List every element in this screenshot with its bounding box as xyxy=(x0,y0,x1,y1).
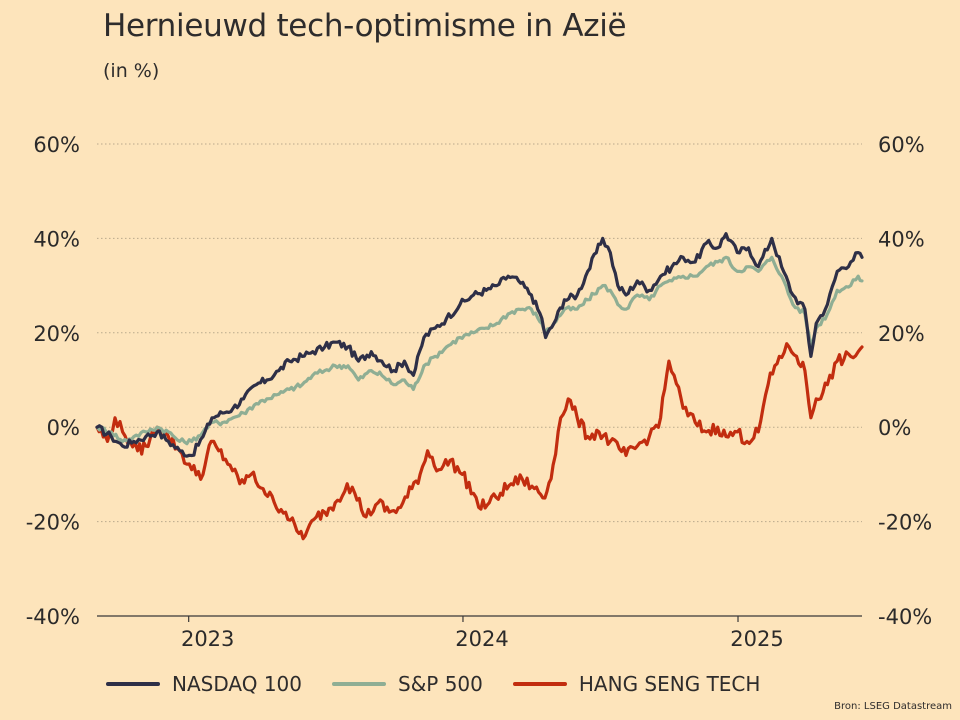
legend-swatch-nasdaq xyxy=(106,682,160,686)
y-tick-label-left: 40% xyxy=(33,227,80,251)
y-tick-label-right: -20% xyxy=(878,511,932,535)
y-tick-label-left: 20% xyxy=(33,322,80,346)
x-tick-label: 2024 xyxy=(455,627,508,651)
legend-label-nasdaq: NASDAQ 100 xyxy=(172,672,302,696)
x-tick-label: 2025 xyxy=(730,627,783,651)
legend-label-hangseng: HANG SENG TECH xyxy=(578,672,761,696)
series-line-sp500 xyxy=(95,255,864,446)
y-tick-label-left: 60% xyxy=(33,133,80,157)
y-tick-label-right: -40% xyxy=(878,605,932,629)
y-tick-label-right: 60% xyxy=(878,133,925,157)
source-note: Bron: LSEG Datastream xyxy=(834,701,952,712)
y-tick-label-left: -40% xyxy=(26,605,80,629)
x-tick-label: 2023 xyxy=(181,627,234,651)
legend-item-hangseng: HANG SENG TECH xyxy=(512,672,761,696)
y-tick-label-right: 20% xyxy=(878,322,925,346)
y-tick-label-left: -20% xyxy=(26,511,80,535)
y-tick-label-right: 40% xyxy=(878,227,925,251)
series-line-hangseng xyxy=(95,342,864,541)
series-line-nasdaq xyxy=(95,232,864,458)
y-tick-label-left: 0% xyxy=(47,416,80,440)
y-tick-label-right: 0% xyxy=(878,416,911,440)
legend-swatch-sp500 xyxy=(332,682,386,686)
legend-label-sp500: S&P 500 xyxy=(398,672,483,696)
chart-legend: NASDAQ 100 S&P 500 HANG SENG TECH xyxy=(106,672,790,696)
legend-swatch-hangseng xyxy=(512,682,567,686)
legend-item-sp500: S&P 500 xyxy=(332,672,483,696)
chart-title: Hernieuwd tech-optimisme in Azië xyxy=(103,8,627,44)
chart-subtitle: (in %) xyxy=(103,60,160,82)
legend-item-nasdaq: NASDAQ 100 xyxy=(106,672,302,696)
